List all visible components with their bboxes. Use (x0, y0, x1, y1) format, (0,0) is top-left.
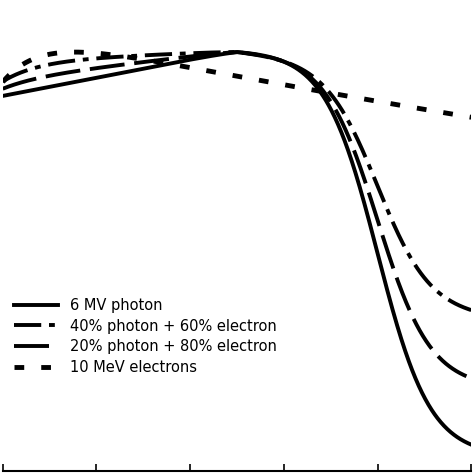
Legend: 6 MV photon, 40% photon + 60% electron, 20% photon + 80% electron, 10 MeV electr: 6 MV photon, 40% photon + 60% electron, … (10, 293, 281, 380)
